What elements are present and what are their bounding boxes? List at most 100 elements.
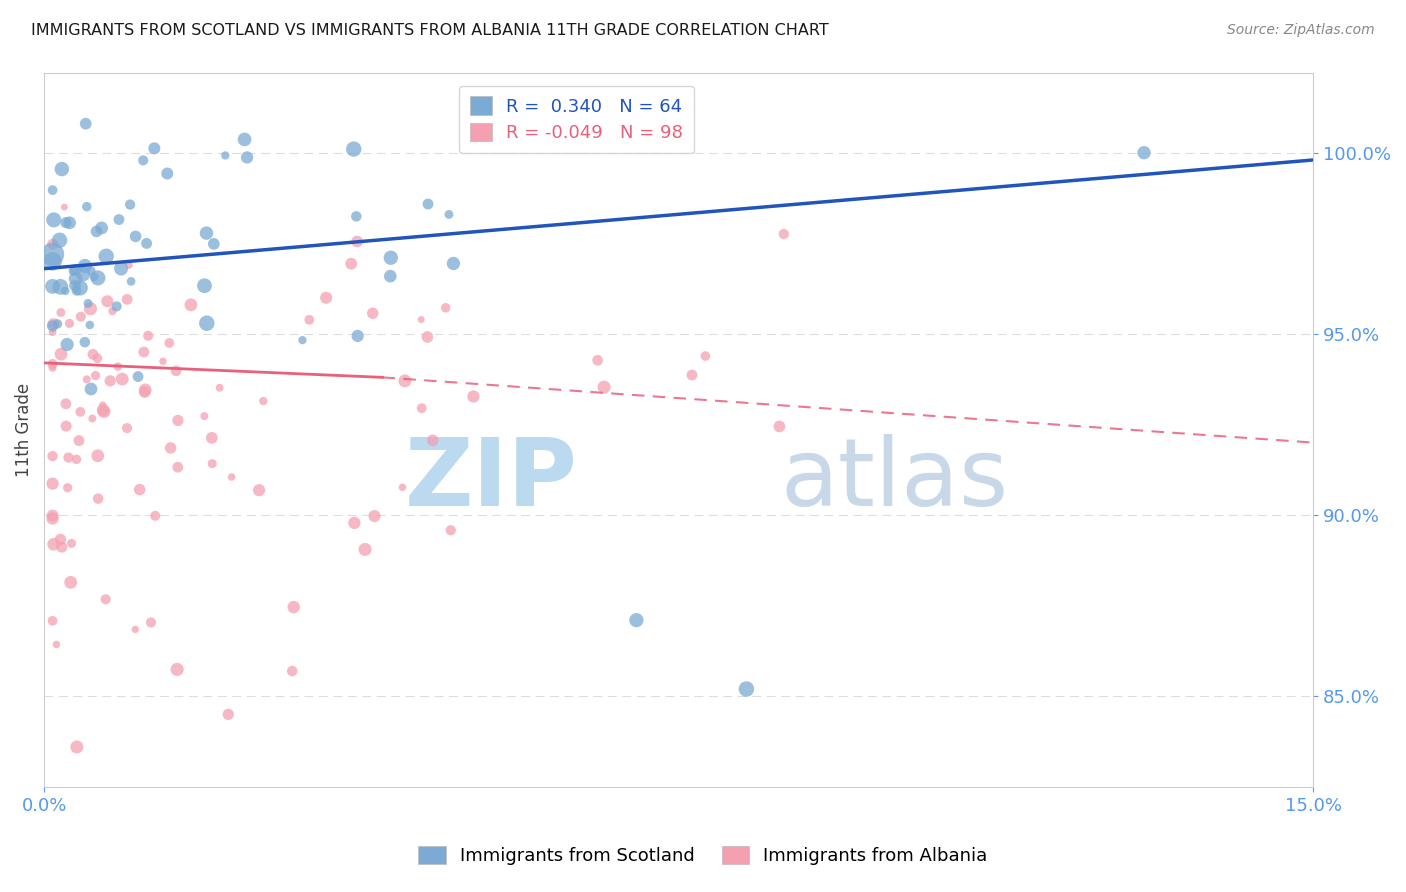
- Point: [65, 284, 87, 298]
- Point: [75, 117, 97, 131]
- Point: [159, 441, 181, 455]
- Point: [96, 249, 118, 263]
- Point: [695, 349, 717, 363]
- Point: [167, 413, 190, 427]
- Point: [105, 299, 128, 313]
- Point: [120, 274, 142, 288]
- Point: [380, 251, 402, 265]
- Point: [93, 404, 115, 418]
- Point: [53, 200, 76, 214]
- Point: [83, 269, 105, 284]
- Point: [51, 162, 73, 177]
- Point: [193, 278, 215, 293]
- Point: [195, 316, 218, 330]
- Point: [42, 537, 65, 551]
- Point: [80, 382, 103, 396]
- Point: [96, 294, 118, 309]
- Point: [180, 298, 202, 312]
- Point: [41, 183, 63, 197]
- Point: [80, 264, 103, 278]
- Point: [236, 151, 259, 165]
- Point: [41, 279, 63, 293]
- Point: [411, 312, 433, 326]
- Point: [82, 411, 104, 425]
- Point: [221, 470, 243, 484]
- Point: [411, 401, 433, 416]
- Point: [55, 216, 77, 230]
- Point: [291, 333, 314, 347]
- Point: [391, 480, 413, 494]
- Point: [42, 213, 65, 227]
- Point: [59, 216, 82, 230]
- Point: [98, 374, 121, 388]
- Point: [79, 318, 101, 332]
- Point: [60, 536, 83, 550]
- Point: [127, 369, 149, 384]
- Point: [70, 310, 93, 324]
- Point: [354, 542, 377, 557]
- Point: [195, 226, 218, 240]
- Point: [41, 237, 63, 252]
- Point: [139, 615, 162, 630]
- Point: [69, 281, 91, 295]
- Point: [42, 317, 65, 331]
- Point: [90, 221, 112, 235]
- Point: [56, 481, 79, 495]
- Text: atlas: atlas: [780, 434, 1008, 526]
- Point: [87, 449, 110, 463]
- Point: [422, 434, 444, 448]
- Point: [201, 457, 224, 471]
- Point: [434, 301, 457, 315]
- Point: [59, 575, 82, 590]
- Point: [380, 269, 402, 284]
- Point: [193, 409, 215, 423]
- Point: [772, 227, 794, 241]
- Point: [58, 317, 80, 331]
- Point: [416, 330, 439, 344]
- Point: [58, 450, 80, 465]
- Point: [118, 258, 141, 272]
- Point: [346, 235, 368, 249]
- Point: [132, 153, 155, 168]
- Point: [437, 207, 460, 221]
- Point: [201, 431, 224, 445]
- Point: [53, 284, 76, 298]
- Point: [315, 291, 337, 305]
- Point: [66, 739, 89, 754]
- Point: [136, 328, 159, 343]
- Y-axis label: 11th Grade: 11th Grade: [15, 383, 32, 477]
- Point: [65, 271, 87, 285]
- Point: [77, 296, 100, 310]
- Point: [134, 385, 156, 400]
- Point: [361, 306, 384, 320]
- Point: [208, 381, 231, 395]
- Point: [166, 460, 188, 475]
- Point: [363, 509, 385, 524]
- Point: [768, 419, 790, 434]
- Point: [51, 540, 73, 554]
- Point: [73, 335, 96, 350]
- Point: [62, 264, 84, 278]
- Point: [343, 142, 366, 156]
- Point: [79, 301, 101, 316]
- Point: [49, 280, 72, 294]
- Point: [41, 511, 63, 525]
- Point: [124, 623, 146, 637]
- Point: [202, 236, 225, 251]
- Text: Source: ZipAtlas.com: Source: ZipAtlas.com: [1227, 23, 1375, 37]
- Point: [41, 318, 63, 333]
- Text: ZIP: ZIP: [405, 434, 576, 526]
- Point: [73, 259, 96, 273]
- Point: [1133, 145, 1156, 160]
- Point: [416, 197, 439, 211]
- Point: [41, 247, 63, 261]
- Point: [49, 305, 72, 319]
- Point: [340, 257, 363, 271]
- Point: [56, 337, 79, 351]
- Point: [156, 167, 179, 181]
- Point: [87, 271, 110, 285]
- Point: [166, 662, 188, 676]
- Point: [67, 434, 90, 448]
- Point: [626, 613, 648, 627]
- Point: [346, 329, 368, 343]
